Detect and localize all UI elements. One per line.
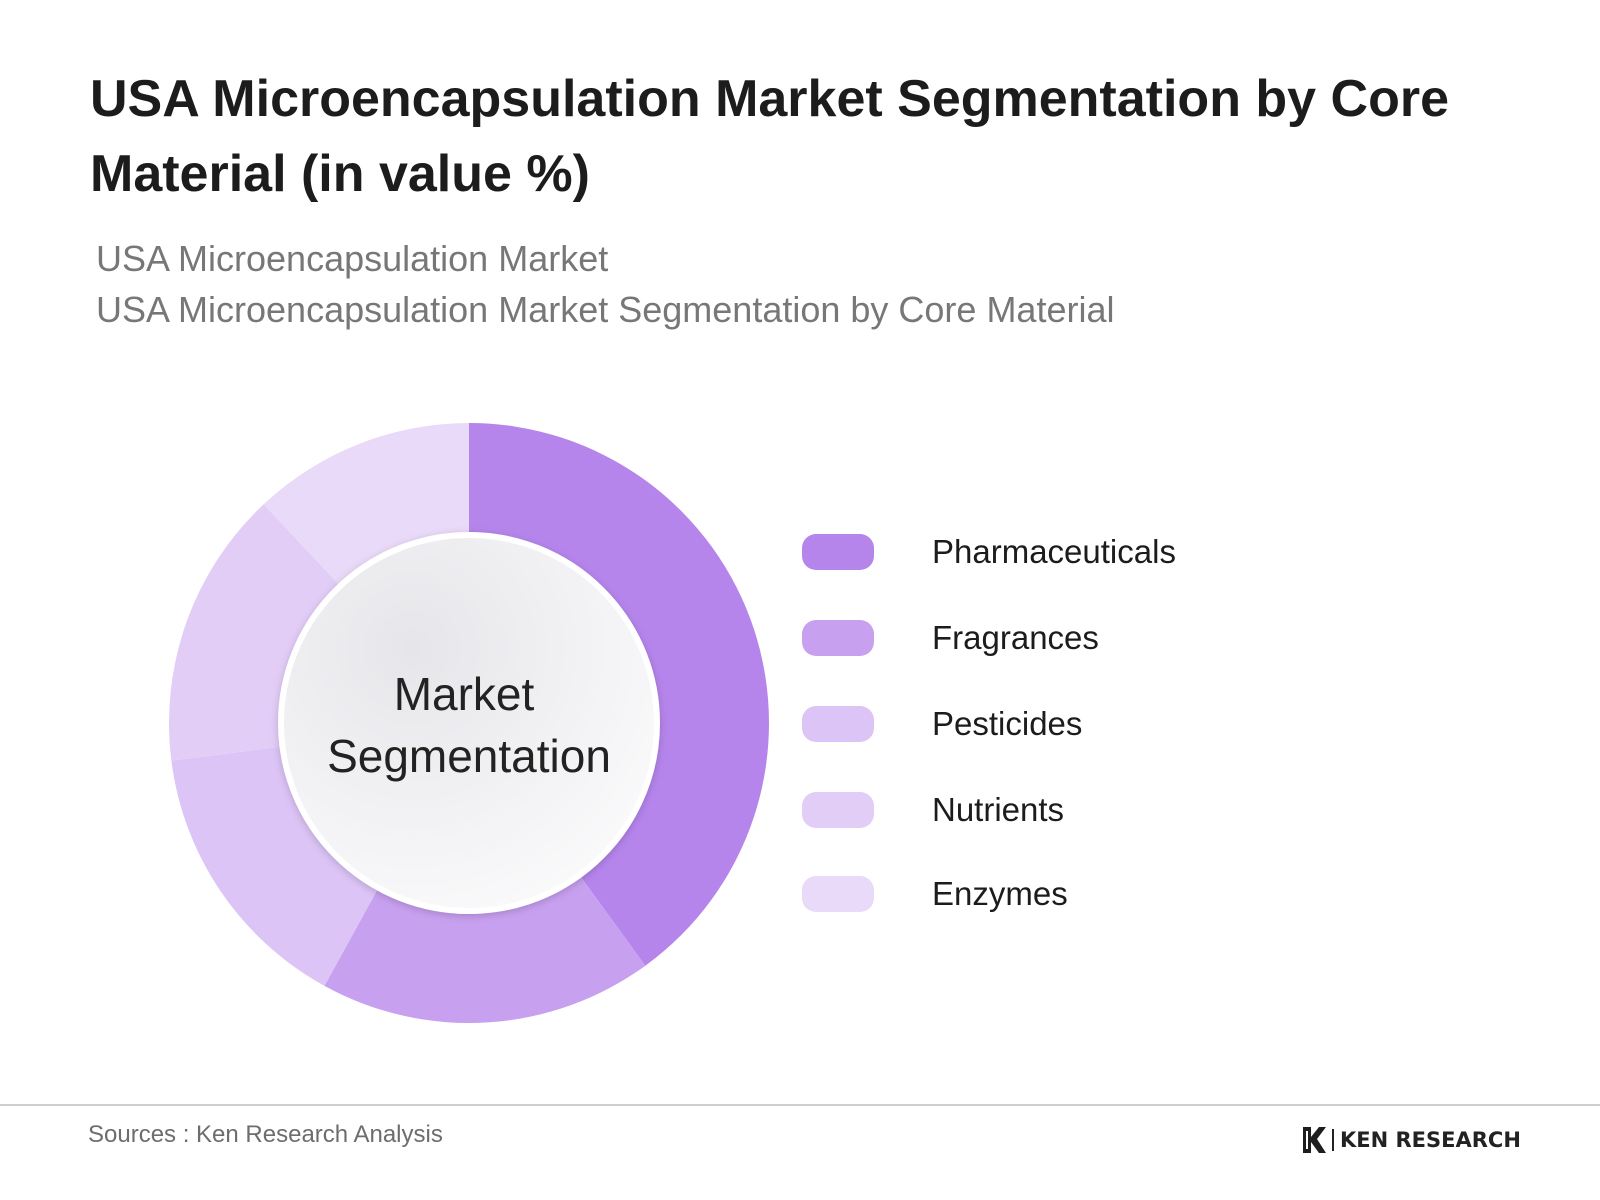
legend-label: Fragrances: [932, 619, 1099, 656]
legend-label: Pharmaceuticals: [932, 533, 1176, 570]
brand-separator: [1332, 1129, 1334, 1151]
footer-divider: [0, 1104, 1600, 1106]
legend-swatch: [802, 706, 874, 742]
source-note: Sources : Ken Research Analysis: [88, 1121, 443, 1148]
legend-label: Pesticides: [932, 705, 1083, 742]
legend-item-pharmaceuticals: Pharmaceuticals: [802, 532, 1362, 572]
subtitle-market: USA Microencapsulation Market: [96, 238, 609, 279]
subtitle-segmentation: USA Microencapsulation Market Segmentati…: [96, 289, 1115, 330]
legend-item-nutrients: Nutrients: [802, 790, 1362, 830]
legend-item-fragrances: Fragrances: [802, 618, 1362, 658]
legend-swatch: [802, 620, 874, 656]
brand-name: KEN RESEARCH: [1340, 1128, 1521, 1152]
brand-logo: KEN RESEARCH: [1300, 1124, 1521, 1156]
center-label-line2: Segmentation: [327, 730, 611, 782]
legend-swatch: [802, 876, 874, 912]
legend-label: Nutrients: [932, 791, 1065, 828]
ken-research-logo-icon: [1303, 1127, 1326, 1153]
legend-label: Enzymes: [932, 875, 1068, 912]
legend-item-pesticides: Pesticides: [802, 704, 1362, 744]
legend-swatch: [802, 792, 874, 828]
legend-swatch: [802, 534, 874, 570]
center-label-line1: Market: [394, 668, 535, 720]
donut-center: [278, 532, 660, 914]
legend-item-enzymes: Enzymes: [802, 874, 1362, 914]
page-title: USA Microencapsulation Market Segmentati…: [90, 70, 1450, 203]
